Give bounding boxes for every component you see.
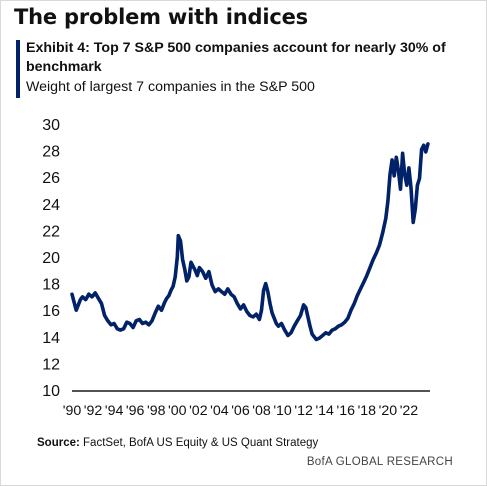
x-tick-label: '06 xyxy=(231,403,250,419)
accent-bar xyxy=(16,40,20,98)
x-tick-label: '10 xyxy=(273,403,292,419)
exhibit-title: Exhibit 4: Top 7 S&P 500 companies accou… xyxy=(26,40,446,75)
y-tick-label: 28 xyxy=(42,144,60,161)
x-tick-label: '92 xyxy=(84,403,103,419)
x-tick-label: '14 xyxy=(315,403,334,419)
x-tick-label: '18 xyxy=(358,403,377,419)
source-text: FactSet, BofA US Equity & US Quant Strat… xyxy=(83,437,319,449)
y-tick-label: 24 xyxy=(42,197,60,214)
x-tick-label: '90 xyxy=(63,403,82,419)
headline: The problem with indices xyxy=(14,5,308,29)
y-tick-label: 14 xyxy=(42,330,60,347)
y-tick-label: 10 xyxy=(42,383,60,400)
x-tick-label: '22 xyxy=(400,403,419,419)
source-note: Source: FactSet, BofA US Equity & US Qua… xyxy=(37,437,318,449)
x-tick-label: '04 xyxy=(210,403,229,419)
source-label: Source: xyxy=(37,437,80,449)
chart-subtitle: Weight of largest 7 companies in the S&P… xyxy=(26,79,315,95)
y-tick-label: 22 xyxy=(42,223,60,240)
x-tick-label: '00 xyxy=(168,403,187,419)
y-tick-label: 16 xyxy=(42,303,60,320)
x-tick-label: '02 xyxy=(189,403,208,419)
x-tick-label: '20 xyxy=(379,403,398,419)
series-line xyxy=(70,142,430,342)
y-tick-label: 20 xyxy=(42,250,60,267)
credit-text: BofA GLOBAL RESEARCH xyxy=(306,456,453,468)
x-tick-label: '94 xyxy=(105,403,124,419)
x-tick-label: '16 xyxy=(337,403,356,419)
x-tick-label: '96 xyxy=(126,403,145,419)
y-tick-label: 30 xyxy=(42,117,60,134)
y-tick-label: 18 xyxy=(42,277,60,294)
x-tick-label: '98 xyxy=(147,403,166,419)
y-tick-label: 12 xyxy=(42,356,60,373)
x-tick-label: '12 xyxy=(294,403,313,419)
x-tick-label: '08 xyxy=(252,403,271,419)
y-tick-label: 26 xyxy=(42,170,60,187)
